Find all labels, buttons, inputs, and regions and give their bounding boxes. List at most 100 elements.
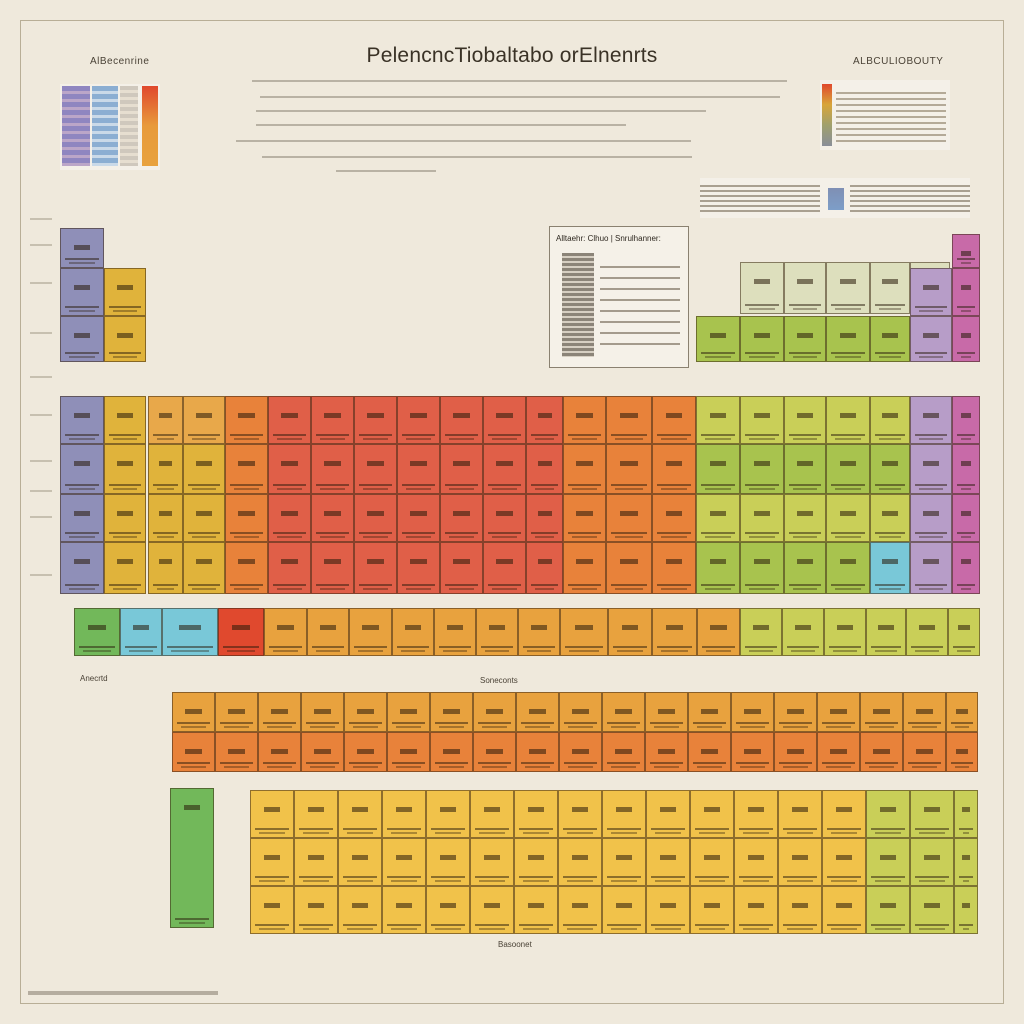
noble-tile[interactable] [952, 542, 980, 594]
transition-tile[interactable] [652, 494, 696, 542]
transition-tile[interactable] [225, 494, 268, 542]
actinide-tile[interactable] [734, 790, 778, 838]
series-tile[interactable] [258, 692, 301, 732]
transition-tile[interactable] [606, 542, 652, 594]
pblock-tile[interactable] [740, 444, 784, 494]
actinide-tile[interactable] [822, 790, 866, 838]
strip-tile[interactable] [264, 608, 307, 656]
group1-tile[interactable] [60, 444, 104, 494]
element-detail-card[interactable]: Alltaehr: Clhuo | Snrulhanner: [549, 226, 689, 368]
group2-tile[interactable] [104, 396, 146, 444]
actinide-tile[interactable] [382, 886, 426, 934]
transition-tile[interactable] [148, 396, 183, 444]
transition-tile[interactable] [440, 542, 483, 594]
pblock-tile[interactable] [696, 396, 740, 444]
pblock-faded-tile[interactable] [870, 262, 910, 314]
strip-tile[interactable] [476, 608, 518, 656]
actinide-tile[interactable] [866, 886, 910, 934]
noble-tile[interactable] [952, 444, 980, 494]
series-tile[interactable] [645, 732, 688, 772]
strip-tile[interactable] [740, 608, 782, 656]
transition-tile[interactable] [606, 396, 652, 444]
group1-tile[interactable] [60, 316, 104, 362]
actinide-tile[interactable] [778, 886, 822, 934]
strip-tile[interactable] [518, 608, 560, 656]
pblock-tile[interactable] [870, 444, 910, 494]
actinide-tile[interactable] [910, 886, 954, 934]
transition-tile[interactable] [483, 396, 526, 444]
group2-tile[interactable] [104, 542, 146, 594]
series-tile[interactable] [559, 732, 602, 772]
transition-tile[interactable] [397, 542, 440, 594]
actinide-tile[interactable] [602, 790, 646, 838]
strip-tile[interactable] [120, 608, 162, 656]
transition-tile[interactable] [183, 542, 225, 594]
actinide-tile[interactable] [558, 790, 602, 838]
noble-tile[interactable] [952, 234, 980, 268]
pblock-tile[interactable] [826, 396, 870, 444]
strip-tile[interactable] [782, 608, 824, 656]
actinide-tile[interactable] [778, 790, 822, 838]
pblock-tile[interactable] [696, 494, 740, 542]
actinide-tile[interactable] [866, 790, 910, 838]
group1-tile[interactable] [60, 494, 104, 542]
series-tile[interactable] [903, 732, 946, 772]
transition-tile[interactable] [563, 542, 606, 594]
transition-tile[interactable] [268, 494, 311, 542]
actinide-tile[interactable] [646, 790, 690, 838]
series-tile[interactable] [946, 732, 978, 772]
series-tile[interactable] [903, 692, 946, 732]
series-tile[interactable] [645, 692, 688, 732]
actinide-tile[interactable] [514, 886, 558, 934]
group1-tile[interactable] [60, 396, 104, 444]
pblock-tile[interactable] [826, 316, 870, 362]
transition-tile[interactable] [225, 542, 268, 594]
pblock-tile[interactable] [870, 396, 910, 444]
actinide-tile[interactable] [954, 790, 978, 838]
actinide-tile[interactable] [382, 790, 426, 838]
transition-tile[interactable] [397, 396, 440, 444]
pblock-faded-tile[interactable] [784, 262, 826, 314]
series-tile[interactable] [774, 692, 817, 732]
group2-tile[interactable] [104, 316, 146, 362]
transition-tile[interactable] [563, 396, 606, 444]
group17-tile[interactable] [910, 494, 952, 542]
actinide-tile[interactable] [250, 790, 294, 838]
series-tile[interactable] [387, 692, 430, 732]
transition-tile[interactable] [148, 542, 183, 594]
transition-tile[interactable] [526, 542, 563, 594]
actinide-tile[interactable] [954, 838, 978, 886]
series-tile[interactable] [344, 692, 387, 732]
group2-tile[interactable] [104, 444, 146, 494]
pblock-tile[interactable] [740, 316, 784, 362]
series-tile[interactable] [430, 692, 473, 732]
series-tile[interactable] [731, 732, 774, 772]
transition-tile[interactable] [652, 542, 696, 594]
transition-tile[interactable] [526, 494, 563, 542]
actinide-tile[interactable] [250, 886, 294, 934]
series-tile[interactable] [473, 692, 516, 732]
pblock-tile[interactable] [826, 444, 870, 494]
pblock-faded-tile[interactable] [740, 262, 784, 314]
series-tile[interactable] [344, 732, 387, 772]
strip-tile[interactable] [392, 608, 434, 656]
series-tile[interactable] [172, 692, 215, 732]
series-tile[interactable] [215, 732, 258, 772]
group17-tile[interactable] [910, 542, 952, 594]
transition-tile[interactable] [483, 494, 526, 542]
strip-tile[interactable] [608, 608, 652, 656]
pblock-tile[interactable] [696, 542, 740, 594]
transition-tile[interactable] [652, 444, 696, 494]
actinide-tile[interactable] [338, 790, 382, 838]
series-tile[interactable] [946, 692, 978, 732]
pblock-tile[interactable] [784, 494, 826, 542]
actinide-tile[interactable] [470, 886, 514, 934]
transition-tile[interactable] [148, 444, 183, 494]
transition-tile[interactable] [311, 396, 354, 444]
actinide-tile[interactable] [294, 790, 338, 838]
actinide-tile[interactable] [602, 886, 646, 934]
actinide-tile[interactable] [734, 838, 778, 886]
actinide-tile[interactable] [338, 838, 382, 886]
actinide-tile[interactable] [646, 838, 690, 886]
actinide-tile[interactable] [558, 838, 602, 886]
